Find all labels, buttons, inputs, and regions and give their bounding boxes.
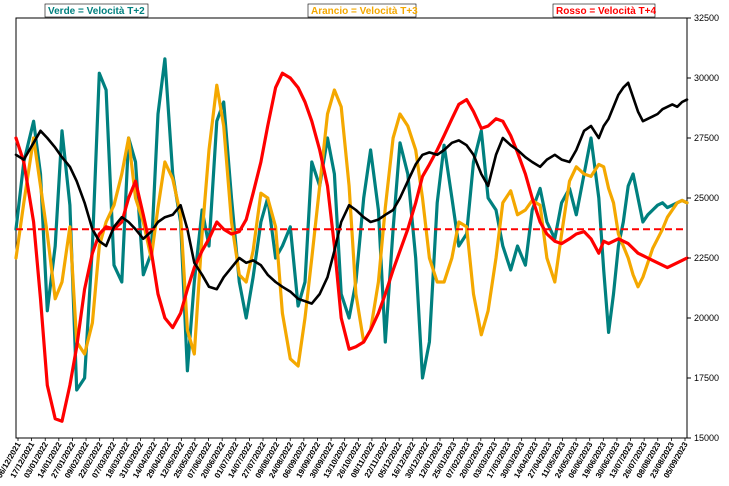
series-line-black [14, 81, 689, 305]
legend-box-green [44, 3, 149, 18]
y-tick-label: 30000 [694, 73, 719, 83]
legend-box-orange [307, 3, 417, 18]
legend-label-green: Verde = Velocità T+2 [48, 6, 145, 17]
legend-label-orange: Arancio = Velocità T+3 [311, 6, 418, 17]
series-line-orange [14, 83, 689, 368]
series-layer [14, 57, 689, 423]
y-tick-label: 22500 [694, 253, 719, 263]
series-line-red [14, 71, 689, 423]
y-tick-label: 25000 [694, 193, 719, 203]
x-axis: 06/12/202117/12/202103/01/202214/01/2022… [0, 438, 690, 480]
y-tick-label: 17500 [694, 373, 719, 383]
y-tick-label: 27500 [694, 133, 719, 143]
legend-label-red: Rosso = Velocità T+4 [556, 6, 656, 17]
y-tick-label: 15000 [694, 433, 719, 443]
legend-box-red [552, 3, 656, 18]
y-tick-label: 20000 [694, 313, 719, 323]
y-axis: 15000 17500 20000 22500 25000 27500 30000 32500 [687, 13, 719, 443]
y-tick-label: 32500 [694, 13, 719, 23]
legend: Verde = Velocità T+2 Arancio = Velocità … [44, 3, 656, 18]
